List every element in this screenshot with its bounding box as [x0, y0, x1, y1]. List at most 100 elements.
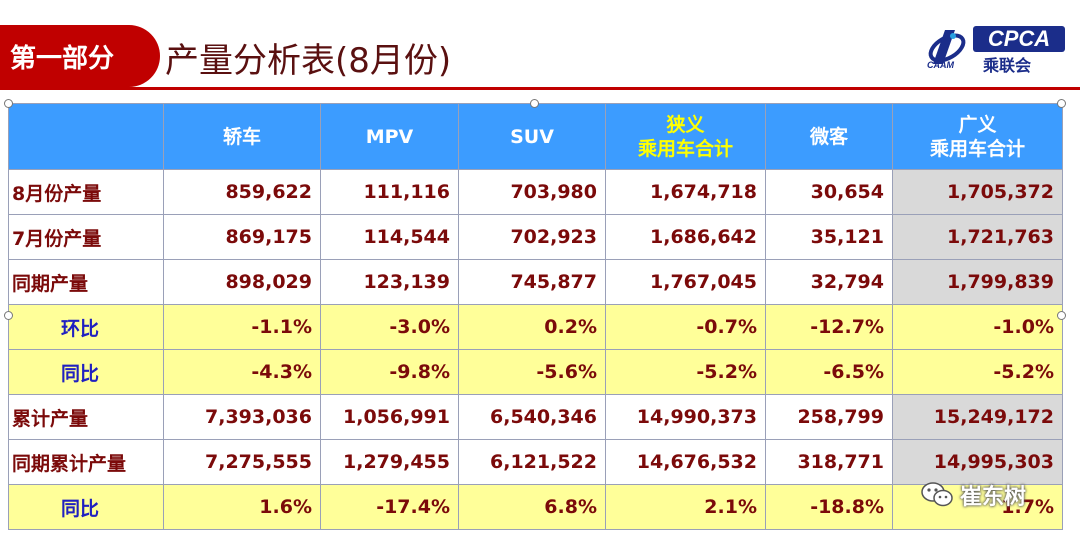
watermark-text: 崔东树	[960, 485, 1027, 510]
table-cell: 1,674,718	[605, 169, 766, 215]
table-cell: 898,029	[163, 259, 321, 305]
table-cell: 14,995,303	[892, 439, 1063, 485]
table-body: 8月份产量 859,622 111,116 703,980 1,674,718 30,65…	[8, 169, 1063, 530]
table-cell: 1.7%	[892, 484, 1063, 530]
table-cell: 1,799,839	[892, 259, 1063, 305]
row-label: 累计产量	[8, 394, 164, 440]
logo-cn-text: 乘联会	[983, 56, 1032, 75]
table-cell: 318,771	[765, 439, 893, 485]
table-row: 累计产量 7,393,036 1,056,991 6,540,346 14,990,37…	[8, 394, 1063, 440]
wechat-icon	[921, 482, 953, 507]
table-row: 同比 -4.3% -9.8% -5.6% -5.2% -6.5% -5.2%	[8, 349, 1063, 395]
column-header-text: SUV	[510, 125, 554, 148]
logo-cpca-text: CPCA	[973, 26, 1065, 52]
table-row: 同期产量 898,029 123,139 745,877 1,767,045 32,794…	[8, 259, 1063, 305]
table-cell: -3.0%	[320, 304, 459, 350]
watermark: 崔东树	[920, 478, 1026, 512]
table-cell: 14,990,373	[605, 394, 766, 440]
table-row: 7月份产量 869,175 114,544 702,923 1,686,642 35,12…	[8, 214, 1063, 260]
table-cell: 703,980	[458, 169, 606, 215]
table-cell: 1,279,455	[320, 439, 459, 485]
table-column-header: 轿车	[163, 103, 321, 170]
production-table-frame: 轿车 MPV SUV 狭义 乘用车合计 微客 广义 乘用车合计 8月份产量 859,622 111…	[4, 99, 1066, 530]
table-cell: 15,249,172	[892, 394, 1063, 440]
table-cell: 6,540,346	[458, 394, 606, 440]
column-header-text: MPV	[365, 125, 414, 148]
table-cell: 30,654	[765, 169, 893, 215]
table-cell: -5.6%	[458, 349, 606, 395]
table-cell: -5.2%	[605, 349, 766, 395]
table-row: 同期累计产量 7,275,555 1,279,455 6,121,522 14,676,…	[8, 439, 1063, 485]
logo-caam-text: CAAM	[927, 60, 954, 70]
table-cell: 1.6%	[163, 484, 321, 530]
table-cell: -9.8%	[320, 349, 459, 395]
table-column-header: 狭义 乘用车合计	[605, 103, 766, 170]
table-cell: 7,393,036	[163, 394, 321, 440]
table-column-header: 广义 乘用车合计	[892, 103, 1063, 170]
table-cell: 6.8%	[458, 484, 606, 530]
table-column-header: 微客	[765, 103, 893, 170]
table-cell: 869,175	[163, 214, 321, 260]
table-cell: 745,877	[458, 259, 606, 305]
table-cell: -5.2%	[892, 349, 1063, 395]
table-cell: 258,799	[765, 394, 893, 440]
table-cell: 1,056,991	[320, 394, 459, 440]
table-cell: 702,923	[458, 214, 606, 260]
column-header-text: 轿车	[222, 125, 261, 148]
page-title: 产量分析表(8月份)	[165, 41, 452, 81]
section-tab: 第一部分	[0, 25, 160, 87]
title-divider	[0, 87, 1080, 90]
table-cell: -4.3%	[163, 349, 321, 395]
table-cell: -17.4%	[320, 484, 459, 530]
table-cell: 1,686,642	[605, 214, 766, 260]
table-cell: -6.5%	[765, 349, 893, 395]
table-row: 8月份产量 859,622 111,116 703,980 1,674,718 30,65…	[8, 169, 1063, 215]
row-label: 同比	[8, 349, 164, 395]
table-cell: 111,116	[320, 169, 459, 215]
column-header-text: 乘用车合计	[929, 137, 1025, 160]
row-label: 同期累计产量	[8, 439, 164, 485]
table-cell: 123,139	[320, 259, 459, 305]
table-cell: 7,275,555	[163, 439, 321, 485]
table-column-header: MPV	[320, 103, 459, 170]
table-cell: 114,544	[320, 214, 459, 260]
table-cell: 35,121	[765, 214, 893, 260]
table-cell: 1,767,045	[605, 259, 766, 305]
table-cell: -12.7%	[765, 304, 893, 350]
column-header-text: 微客	[809, 125, 848, 148]
table-cell: -0.7%	[605, 304, 766, 350]
row-label: 8月份产量	[8, 169, 164, 215]
table-row: 同比 1.6% -17.4% 6.8% 2.1% -18.8% 1.7%	[8, 484, 1063, 530]
row-label: 7月份产量	[8, 214, 164, 260]
cpca-emblem-icon	[928, 30, 966, 64]
resize-handle-middle-right[interactable]	[1057, 311, 1066, 320]
production-table: 轿车 MPV SUV 狭义 乘用车合计 微客 广义 乘用车合计 8月份产量 859,622 111…	[8, 103, 1063, 530]
table-cell: 1,721,763	[892, 214, 1063, 260]
resize-handle-top-right[interactable]	[1057, 99, 1066, 108]
section-label: 第一部分	[10, 43, 115, 74]
table-cell: 6,121,522	[458, 439, 606, 485]
table-header-row: 轿车 MPV SUV 狭义 乘用车合计 微客 广义 乘用车合计	[8, 103, 1063, 170]
table-cell: -1.1%	[163, 304, 321, 350]
resize-handle-top-center[interactable]	[530, 99, 539, 108]
row-label: 同期产量	[8, 259, 164, 305]
table-row: 环比 -1.1% -3.0% 0.2% -0.7% -12.7% -1.0%	[8, 304, 1063, 350]
table-cell: 859,622	[163, 169, 321, 215]
table-cell: -1.0%	[892, 304, 1063, 350]
table-cell: 0.2%	[458, 304, 606, 350]
column-header-text: 广义	[958, 113, 997, 136]
table-header-corner	[8, 103, 164, 170]
column-header-text: 乘用车合计	[637, 137, 733, 160]
table-cell: 1,705,372	[892, 169, 1063, 215]
table-cell: 14,676,532	[605, 439, 766, 485]
resize-handle-top-left[interactable]	[4, 99, 13, 108]
row-label: 同比	[8, 484, 164, 530]
table-cell: 32,794	[765, 259, 893, 305]
cpca-logo: CAAM CPCA 乘联会	[925, 24, 1070, 75]
table-cell: -18.8%	[765, 484, 893, 530]
table-cell: 2.1%	[605, 484, 766, 530]
table-column-header: SUV	[458, 103, 606, 170]
row-label: 环比	[8, 304, 164, 350]
column-header-text: 狭义	[666, 113, 705, 136]
resize-handle-middle-left[interactable]	[4, 311, 13, 320]
